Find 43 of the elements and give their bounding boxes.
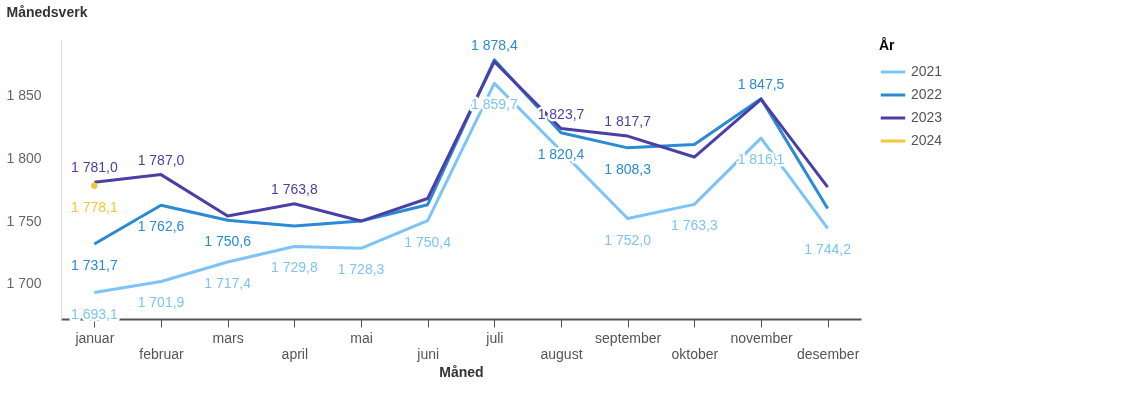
- x-tick-label: oktober: [671, 345, 719, 362]
- legend-title: År: [879, 37, 896, 53]
- data-label: 1 763,3: [670, 217, 718, 234]
- legend-label: 2022: [911, 86, 943, 102]
- x-tick-label: september: [595, 329, 662, 346]
- x-tick-label: desember: [797, 345, 860, 362]
- x-tick-label: mai: [350, 329, 373, 346]
- data-label: 1 744,2: [804, 241, 852, 258]
- data-label: 1 778,1: [70, 198, 118, 215]
- legend-label: 2021: [911, 63, 943, 79]
- x-tick-label: april: [281, 345, 309, 362]
- y-tick-label: 1 800: [6, 149, 42, 166]
- data-label: 1 781,0: [70, 159, 118, 176]
- data-label: 1 717,4: [204, 275, 252, 291]
- data-label: 1 817,7: [604, 113, 652, 130]
- data-label: 1 750,4: [404, 233, 452, 250]
- data-label: 1 701,9: [137, 294, 185, 311]
- x-tick-label: juli: [485, 329, 504, 346]
- x-tick-label: mars: [212, 329, 244, 346]
- data-label: 1 847,5: [737, 75, 785, 92]
- y-tick-label: 1 700: [6, 275, 42, 292]
- data-label: 1 878,4: [470, 36, 518, 53]
- data-label: 1 787,0: [137, 151, 185, 168]
- data-label: 1 731,7: [70, 257, 118, 274]
- data-label: 1 728,3: [337, 261, 385, 278]
- data-label: 1 762,6: [137, 218, 185, 235]
- y-axis-title: Månedsverk: [6, 3, 88, 20]
- y-tick-label: 1 850: [6, 87, 42, 103]
- data-label: 1 750,6: [204, 233, 252, 250]
- x-tick-label: februar: [139, 345, 185, 362]
- x-tick-label: januar: [74, 329, 115, 346]
- x-tick-label: juni: [416, 345, 440, 362]
- data-label: 1 729,8: [270, 259, 318, 276]
- data-label: 1 693,1: [70, 305, 118, 322]
- x-axis-title: Måned: [439, 363, 484, 380]
- data-label: 1 752,0: [604, 231, 652, 248]
- x-tick-label: august: [540, 345, 583, 362]
- data-label: 1 808,3: [604, 160, 652, 177]
- data-label: 1 763,8: [270, 180, 318, 197]
- y-tick-label: 1 750: [6, 212, 42, 229]
- x-tick-label: november: [730, 329, 793, 346]
- legend-label: 2024: [911, 132, 943, 148]
- legend-label: 2023: [911, 109, 943, 125]
